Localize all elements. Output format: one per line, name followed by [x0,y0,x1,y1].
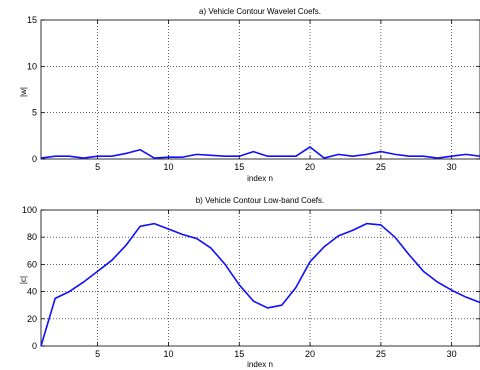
y-tick-label-a-1: 5 [32,108,37,118]
y-tick-label-b-3: 60 [27,259,37,269]
series-line-a-0 [40,146,480,159]
subplot-a-xlabel: index n [247,174,273,183]
x-tick-label-b-2: 15 [234,349,244,359]
subplot-b-ylabel: |c| [19,276,28,284]
subplot-b-title: b) Vehicle Contour Low-band Coefs. [196,196,325,205]
x-tick-label-a-4: 25 [376,162,386,172]
x-tick-label-b-3: 20 [305,349,315,359]
y-tick-label-b-2: 40 [27,287,37,297]
x-tick-label-b-0: 5 [95,349,100,359]
x-tick-label-a-5: 30 [447,162,457,172]
x-tick-label-a-2: 15 [234,162,244,172]
y-tick-label-a-3: 15 [27,15,37,25]
series-line-b-0 [40,222,480,347]
plot-area-a [41,20,480,159]
x-tick-label-a-1: 10 [163,162,173,172]
axes-frame-b [40,209,480,347]
x-tick-label-b-4: 25 [376,349,386,359]
y-tick-label-b-5: 100 [22,205,37,215]
subplot-wavelet-coefs: 5 10 15 20 25 30 0 5 10 15 a) Vehicle Contour Wave… [19,7,480,183]
y-tick-label-a-2: 10 [27,61,37,71]
x-tick-label-a-3: 20 [305,162,315,172]
axes-frame-a [40,19,480,160]
y-tick-label-b-1: 20 [27,314,37,324]
subplot-b-xlabel: index n [247,360,273,369]
y-tick-label-a-0: 0 [32,154,37,164]
subplot-a-title: a) Vehicle Contour Wavelet Coefs. [199,7,321,16]
subplot-lowband-coefs: 5 10 15 20 25 30 0 20 40 60 80 100 b) Vehicle Contou… [19,196,480,369]
x-tick-label-a-0: 5 [95,162,100,172]
x-tick-label-b-5: 30 [447,349,457,359]
subplot-a-ylabel: |w| [19,87,28,97]
y-tick-label-b-0: 0 [32,341,37,351]
y-tick-label-b-4: 80 [27,232,37,242]
plot-area-b [41,210,480,346]
x-tick-label-b-1: 10 [163,349,173,359]
